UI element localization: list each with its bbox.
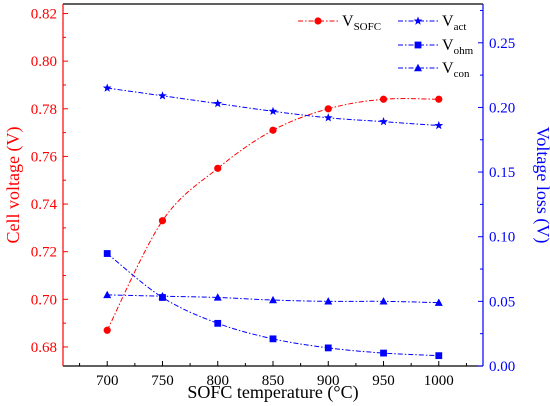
right-tick-label-0.15: 0.15 [489,165,515,181]
data-point-sofc-1000 [435,95,443,103]
data-point-sofc-800 [214,164,222,172]
x-tick-label-750: 750 [151,373,174,389]
left-tick-label-0.80: 0.80 [31,54,57,70]
right-tick-label-0.10: 0.10 [489,230,515,246]
data-point-act-700 [102,83,112,92]
data-point-sofc-750 [158,217,167,225]
data-point-act-850 [268,106,278,116]
data-point-act-800 [213,98,223,108]
right-tick-label-0.25: 0.25 [489,36,515,52]
data-point-ohm-700 [103,250,111,257]
left-tick-label-0.78: 0.78 [31,102,57,118]
data-point-con-900 [324,297,333,305]
data-point-act-900 [323,113,333,122]
data-point-act-1000 [434,120,444,130]
legend-label-act: Vact [442,13,466,33]
right-tick-label-0.00: 0.00 [489,359,515,375]
data-point-sofc-950 [379,95,388,103]
legend: VSOFC Vact Vohm Vcon [298,13,474,80]
data-point-sofc-900 [324,105,332,113]
data-point-act-950 [379,117,388,126]
legend-marker-act [413,16,423,25]
legend-label-ohm: Vohm [442,37,474,57]
legend-marker-ohm [414,41,422,49]
x-tick-label-900: 900 [317,373,340,389]
data-point-con-750 [158,291,167,300]
data-point-ohm-900 [324,344,332,352]
data-point-con-700 [103,290,112,299]
legend-label-con: Vcon [442,60,470,80]
plot-area [102,83,444,360]
x-tick-label-800: 800 [206,373,229,389]
legend-marker-sofc [314,17,322,25]
data-point-con-1000 [434,298,443,306]
left-tick-label-0.76: 0.76 [31,149,58,165]
left-tick-label-0.72: 0.72 [31,245,57,261]
left-tick-label-0.74: 0.74 [31,197,58,213]
x-tick-label-1000: 1000 [424,373,454,389]
x-tick-label-850: 850 [262,373,285,389]
data-point-sofc-700 [103,326,111,334]
right-y-axis-title: Voltage loss (V) [532,127,550,244]
legend-label-sofc: VSOFC [342,13,381,33]
legend-marker-con [414,63,422,72]
data-point-con-800 [213,293,222,301]
data-point-con-850 [269,295,277,304]
axes: 700 750 800 850 900 950 1000 0.68 0.70 0.72 0.74 0.… [3,3,550,403]
data-point-sofc-850 [269,126,277,134]
left-tick-label-0.82: 0.82 [31,7,57,23]
right-tick-label-0.05: 0.05 [489,294,515,310]
data-point-ohm-800 [214,319,222,327]
x-tick-label-950: 950 [372,373,395,389]
data-point-ohm-950 [380,349,387,357]
left-tick-label-0.68: 0.68 [31,340,57,356]
data-point-con-950 [379,297,388,305]
x-tick-label-700: 700 [96,373,119,389]
x-axis-title: SOFC temperature (°C) [187,382,358,403]
right-tick-label-0.20: 0.20 [489,100,515,116]
left-tick-label-0.70: 0.70 [31,292,57,308]
data-point-ohm-1000 [435,352,443,360]
left-y-axis-title: Cell voltage (V) [3,127,24,244]
data-point-ohm-850 [269,335,277,343]
data-point-act-750 [158,91,167,100]
